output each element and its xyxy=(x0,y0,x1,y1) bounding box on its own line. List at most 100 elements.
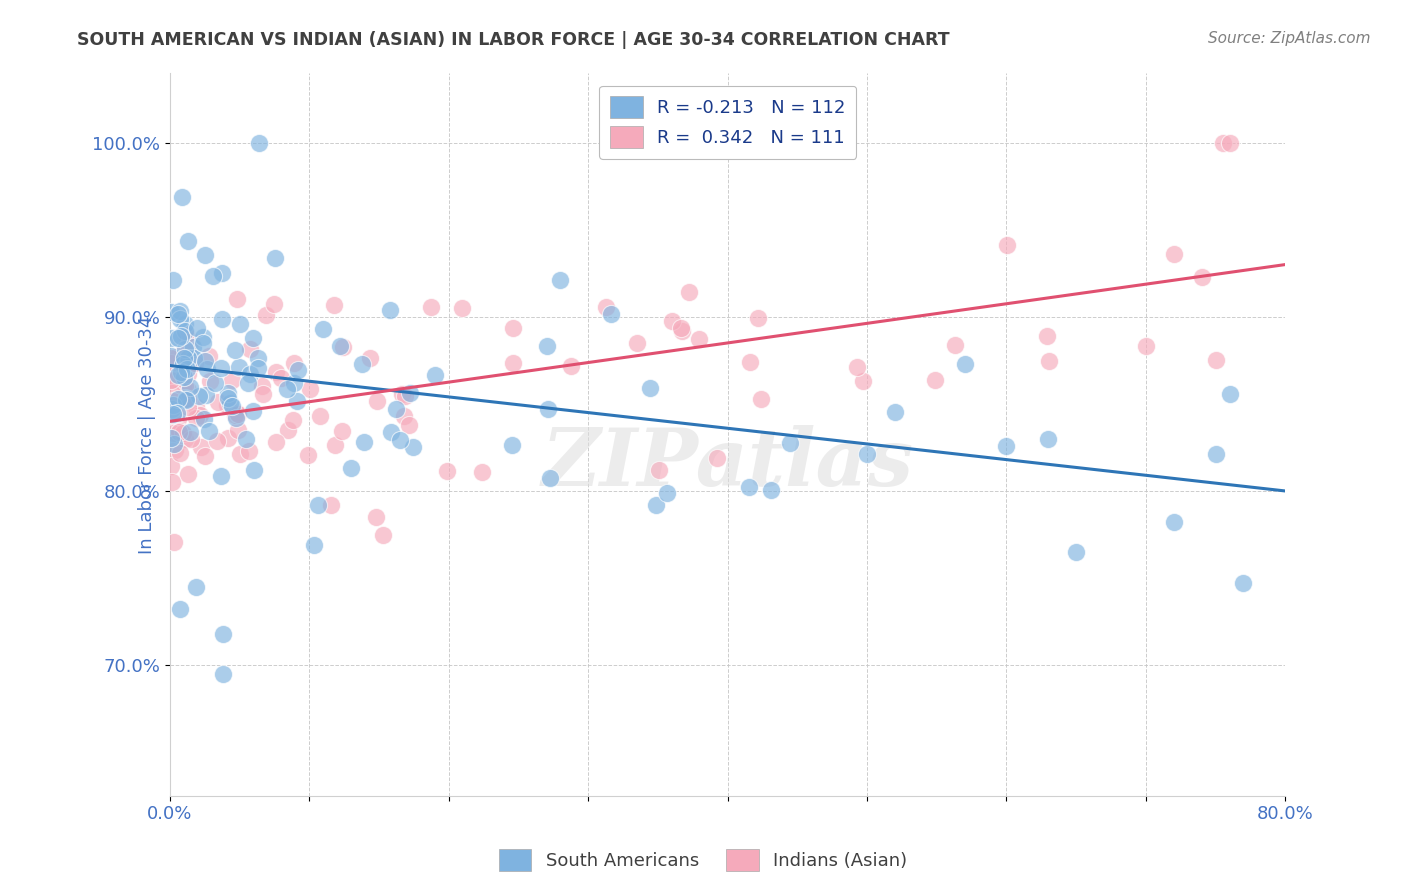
Point xyxy=(599,307,621,321)
Point xyxy=(706,451,728,466)
Point xyxy=(166,406,188,420)
Point xyxy=(340,460,363,475)
Point xyxy=(217,391,239,405)
Point xyxy=(186,321,208,335)
Point xyxy=(322,298,344,312)
Point xyxy=(173,369,195,384)
Point xyxy=(167,368,190,383)
Point xyxy=(221,373,243,387)
Point xyxy=(371,527,394,541)
Point xyxy=(162,393,184,408)
Point xyxy=(173,351,195,366)
Point xyxy=(398,417,420,432)
Point xyxy=(655,486,678,500)
Point xyxy=(394,409,416,424)
Point xyxy=(538,471,561,485)
Point xyxy=(626,336,648,351)
Point xyxy=(740,355,762,369)
Point xyxy=(309,409,332,423)
Point xyxy=(172,357,194,371)
Point xyxy=(176,361,198,376)
Point xyxy=(242,331,264,345)
Point xyxy=(329,338,352,352)
Point xyxy=(209,360,232,375)
Point xyxy=(1218,387,1240,401)
Point xyxy=(160,355,183,369)
Point xyxy=(177,383,200,397)
Point xyxy=(366,393,388,408)
Point xyxy=(174,317,197,331)
Point xyxy=(450,301,472,315)
Point xyxy=(226,406,249,420)
Point xyxy=(211,627,233,641)
Point xyxy=(204,376,226,391)
Point xyxy=(638,381,661,395)
Point xyxy=(779,435,801,450)
Point xyxy=(669,320,692,334)
Point xyxy=(283,355,305,369)
Point xyxy=(277,423,299,437)
Point xyxy=(198,374,221,388)
Point xyxy=(195,362,218,376)
Legend: R = -0.213   N = 112, R =  0.342   N = 111: R = -0.213 N = 112, R = 0.342 N = 111 xyxy=(599,86,856,159)
Point xyxy=(953,357,976,371)
Point xyxy=(177,392,200,406)
Legend: South Americans, Indians (Asian): South Americans, Indians (Asian) xyxy=(492,842,914,879)
Point xyxy=(648,463,671,477)
Point xyxy=(211,266,233,280)
Point xyxy=(671,325,693,339)
Point xyxy=(228,359,250,374)
Point xyxy=(174,392,197,407)
Point xyxy=(252,387,274,401)
Point xyxy=(501,437,523,451)
Point xyxy=(366,510,388,524)
Point xyxy=(166,412,188,426)
Point xyxy=(179,379,201,393)
Point xyxy=(183,351,205,366)
Point xyxy=(678,285,700,300)
Point xyxy=(218,395,240,409)
Point xyxy=(167,425,190,439)
Point xyxy=(160,386,183,401)
Point xyxy=(884,405,907,419)
Point xyxy=(173,432,195,446)
Point xyxy=(283,413,305,427)
Point xyxy=(266,435,288,450)
Point xyxy=(851,374,873,388)
Point xyxy=(163,437,186,451)
Point xyxy=(1218,136,1240,150)
Point xyxy=(299,382,322,396)
Point xyxy=(174,379,197,393)
Point xyxy=(252,379,274,393)
Point xyxy=(193,330,215,344)
Point xyxy=(169,304,191,318)
Point xyxy=(172,379,194,393)
Point xyxy=(215,398,238,412)
Point xyxy=(186,580,208,594)
Point xyxy=(1163,247,1185,261)
Y-axis label: In Labor Force | Age 30-34: In Labor Force | Age 30-34 xyxy=(138,315,156,554)
Point xyxy=(160,401,183,416)
Point xyxy=(170,365,193,379)
Point xyxy=(160,458,183,473)
Point xyxy=(197,349,219,363)
Point xyxy=(239,368,262,382)
Point xyxy=(201,269,224,284)
Point xyxy=(193,335,215,350)
Point xyxy=(166,349,188,363)
Point xyxy=(263,251,285,265)
Point xyxy=(211,666,233,681)
Point xyxy=(177,467,200,482)
Point xyxy=(169,424,191,438)
Point xyxy=(332,425,354,439)
Point xyxy=(995,439,1018,453)
Point xyxy=(321,498,343,512)
Point xyxy=(162,425,184,440)
Point xyxy=(359,351,381,365)
Point xyxy=(205,434,228,448)
Point xyxy=(943,337,966,351)
Point xyxy=(378,302,401,317)
Point xyxy=(323,438,346,452)
Point xyxy=(177,400,200,414)
Point xyxy=(166,331,188,345)
